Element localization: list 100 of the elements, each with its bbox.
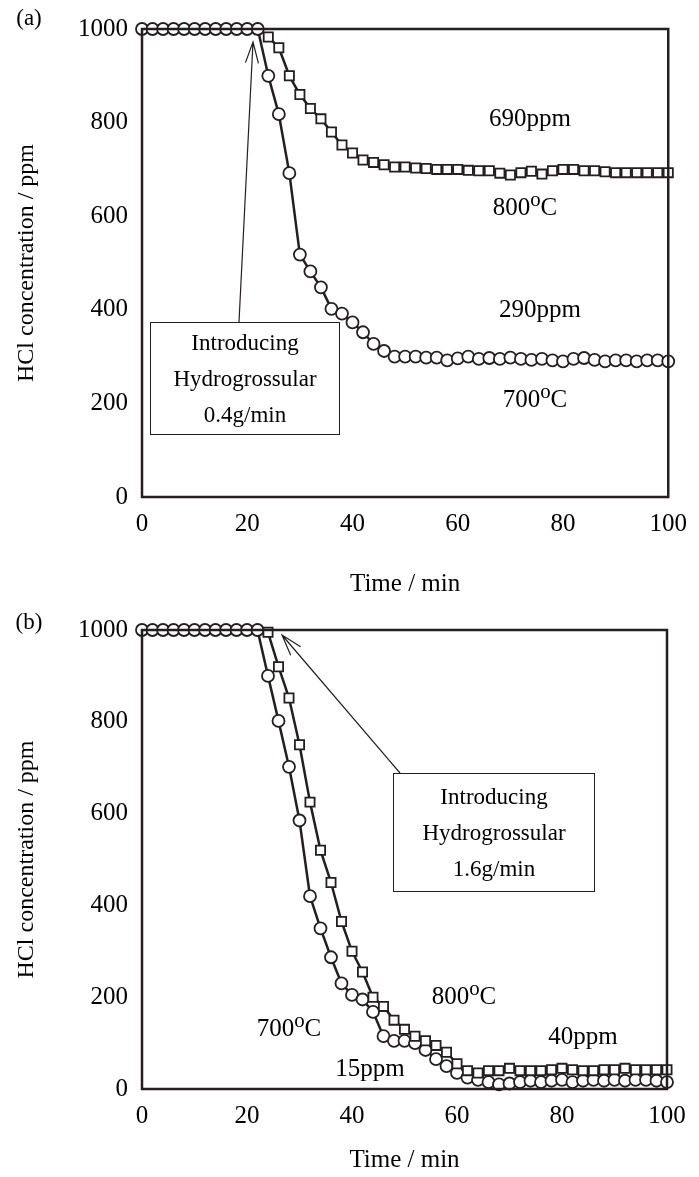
point: [619, 1062, 631, 1074]
point: [514, 1065, 526, 1077]
point: [355, 992, 370, 1007]
point: [494, 167, 506, 179]
point: [336, 139, 348, 151]
point: [378, 1000, 389, 1012]
point: [525, 165, 537, 177]
point: [462, 164, 474, 176]
point: [652, 167, 664, 179]
point: [420, 162, 432, 174]
point: [452, 163, 464, 175]
point: [273, 661, 284, 673]
point: [261, 669, 275, 683]
y-tick-label: 0: [115, 481, 128, 509]
point: [292, 813, 307, 828]
annotation: 700$^{o}$C: [256, 1006, 322, 1044]
point: [609, 1064, 620, 1076]
point: [294, 89, 306, 101]
point: [315, 113, 327, 125]
point: [430, 1039, 442, 1051]
point: [315, 844, 326, 856]
point: [651, 1064, 662, 1076]
point: [630, 1064, 641, 1076]
text: (a): [16, 4, 42, 32]
y-tick-label: 200: [90, 387, 128, 415]
point: [303, 889, 317, 904]
point: [641, 167, 653, 179]
point: [324, 301, 339, 316]
annotation: 15ppm: [335, 1053, 405, 1083]
point: [556, 1062, 568, 1074]
point: [271, 713, 286, 728]
point: [439, 1059, 454, 1073]
point: [389, 161, 401, 173]
point: [356, 325, 370, 340]
point: [409, 1030, 421, 1042]
x-tick-label: 0: [135, 1100, 149, 1128]
point: [378, 159, 390, 171]
annotation: 800$^{o}$C: [492, 185, 558, 223]
x-tick-label: 60: [445, 508, 471, 536]
y-tick-label: 600: [90, 798, 128, 826]
x-tick-label: 80: [550, 508, 576, 536]
point: [292, 247, 307, 262]
point: [345, 315, 360, 330]
point: [441, 1046, 452, 1058]
point: [346, 945, 358, 957]
point: [283, 70, 295, 82]
point: [261, 68, 276, 83]
point: [399, 1023, 410, 1035]
annotation: 290ppm: [499, 294, 581, 324]
point: [366, 1004, 380, 1019]
point: [514, 352, 528, 366]
point: [334, 976, 349, 991]
annotation: Introducing Hydrogrossular 1.6g/min: [422, 782, 566, 883]
point: [313, 921, 328, 936]
point: [567, 1064, 578, 1076]
point: [631, 167, 643, 179]
point: [304, 103, 316, 115]
point: [282, 759, 296, 774]
point: [473, 165, 485, 177]
point: [515, 167, 527, 179]
x-tick-label: 100: [649, 508, 687, 536]
point: [262, 31, 274, 43]
point: [336, 915, 347, 927]
point: [451, 1058, 463, 1070]
point: [493, 1065, 505, 1077]
point: [472, 1067, 484, 1079]
point: [377, 344, 391, 358]
point: [578, 165, 590, 177]
annotation: 40ppm: [548, 1021, 618, 1051]
point: [588, 1065, 599, 1077]
y-tick-label: 800: [90, 706, 128, 734]
point: [303, 264, 318, 279]
x-tick-label: 40: [339, 1100, 365, 1128]
y-tick-label: 1000: [78, 13, 128, 41]
point: [492, 352, 507, 366]
annotation: Introducing Hydrogrossular 0.4g/min: [173, 328, 317, 429]
x-tick-label: 0: [135, 508, 149, 536]
annotation: 700$^{o}$C: [502, 377, 568, 415]
y-axis-title: HCl concentration / ppm: [11, 740, 38, 979]
x-axis-title: Time / min: [349, 1144, 461, 1172]
point: [640, 1064, 652, 1076]
point: [273, 42, 285, 54]
x-tick-label: 60: [444, 1100, 470, 1128]
point: [399, 161, 411, 173]
y-axis-title: HCl concentration / ppm: [11, 143, 38, 382]
point: [271, 107, 286, 122]
point: [367, 991, 379, 1003]
y-tick-label: 1000: [78, 614, 128, 642]
point: [335, 306, 349, 321]
point: [620, 167, 632, 179]
x-tick-label: 100: [648, 1100, 686, 1128]
point: [610, 167, 622, 179]
point: [535, 1065, 547, 1077]
annotation: 800$^{o}$C: [431, 974, 497, 1012]
point: [345, 988, 359, 1002]
point: [431, 163, 443, 175]
point: [429, 1052, 443, 1067]
y-tick-label: 400: [90, 889, 128, 917]
point: [283, 692, 295, 704]
y-tick-label: 600: [90, 200, 128, 228]
